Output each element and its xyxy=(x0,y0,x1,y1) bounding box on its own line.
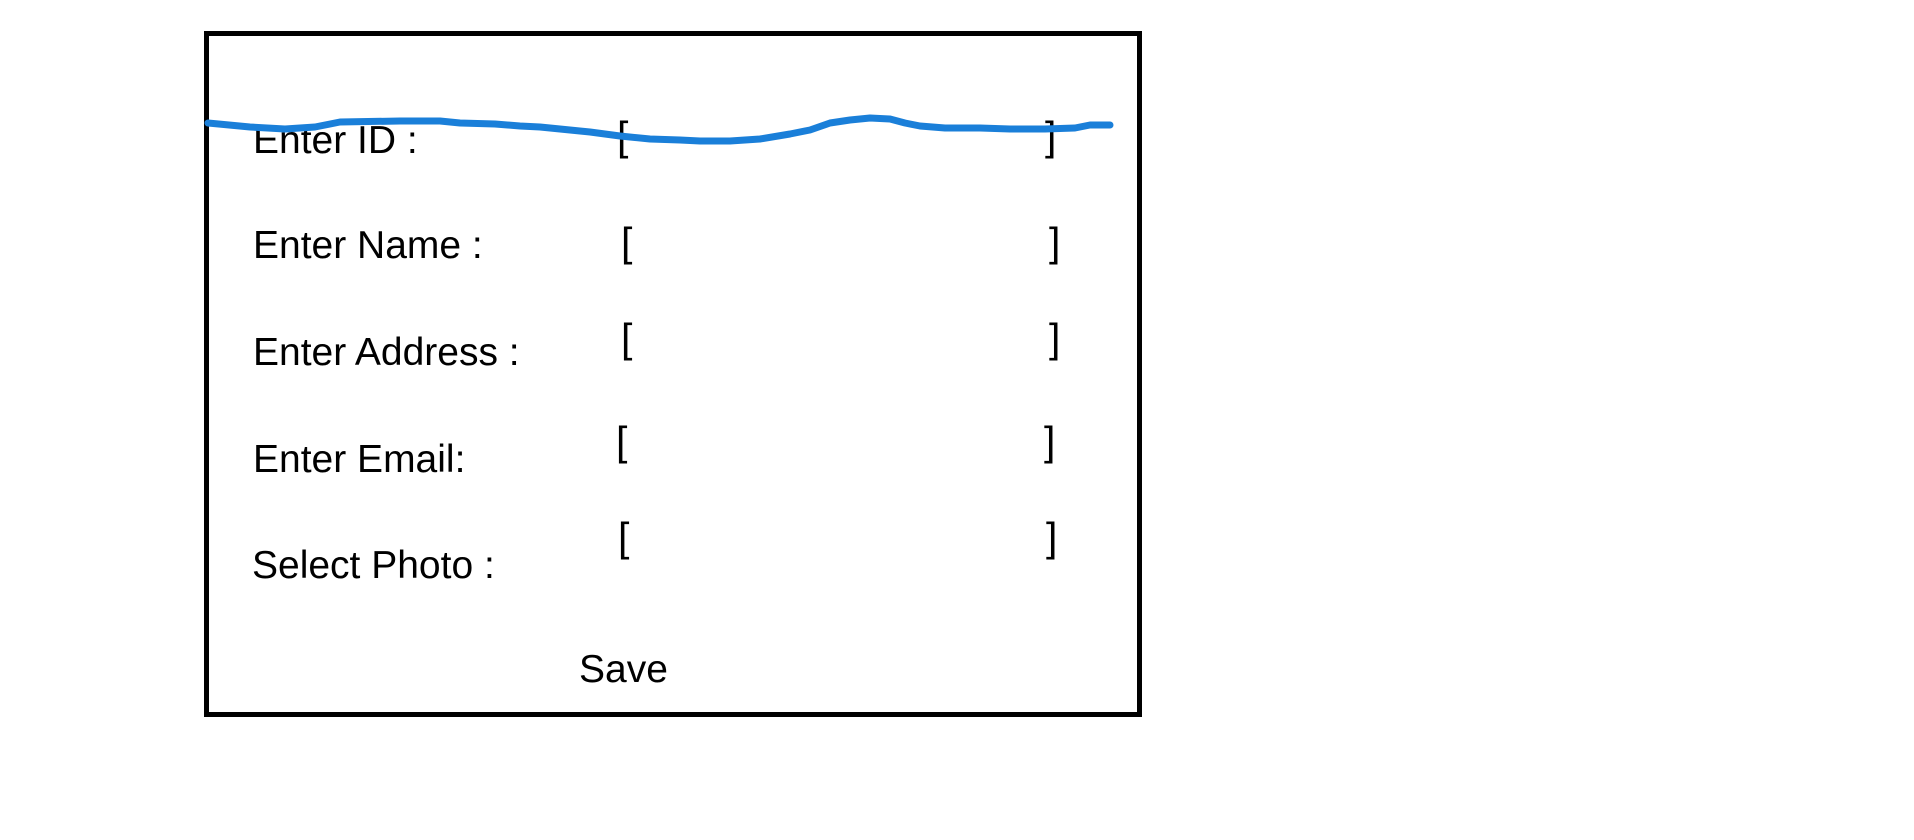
name-field-open-bracket: [ xyxy=(621,219,633,265)
id-field-open-bracket: [ xyxy=(617,113,629,159)
name-label: Enter Name : xyxy=(253,224,483,267)
address-label: Enter Address : xyxy=(253,331,520,374)
id-label: Enter ID : xyxy=(253,119,418,162)
email-field[interactable] xyxy=(638,421,1034,469)
id-field-close-bracket: ] xyxy=(1045,113,1057,159)
form-panel: Enter ID : [ ] Enter Name : [ ] Enter Ad… xyxy=(204,31,1142,717)
photo-label: Select Photo : xyxy=(252,544,495,587)
address-field[interactable] xyxy=(643,318,1039,366)
email-label: Enter Email: xyxy=(253,438,466,481)
email-field-close-bracket: ] xyxy=(1044,418,1056,464)
name-field[interactable] xyxy=(643,222,1039,270)
name-field-close-bracket: ] xyxy=(1049,219,1061,265)
email-field-open-bracket: [ xyxy=(616,418,628,464)
address-field-open-bracket: [ xyxy=(621,315,633,361)
address-field-close-bracket: ] xyxy=(1049,315,1061,361)
photo-select-field[interactable] xyxy=(640,517,1032,563)
photo-field-close-bracket: ] xyxy=(1046,514,1058,560)
save-button[interactable]: Save xyxy=(579,648,668,691)
photo-field-open-bracket: [ xyxy=(618,514,630,560)
